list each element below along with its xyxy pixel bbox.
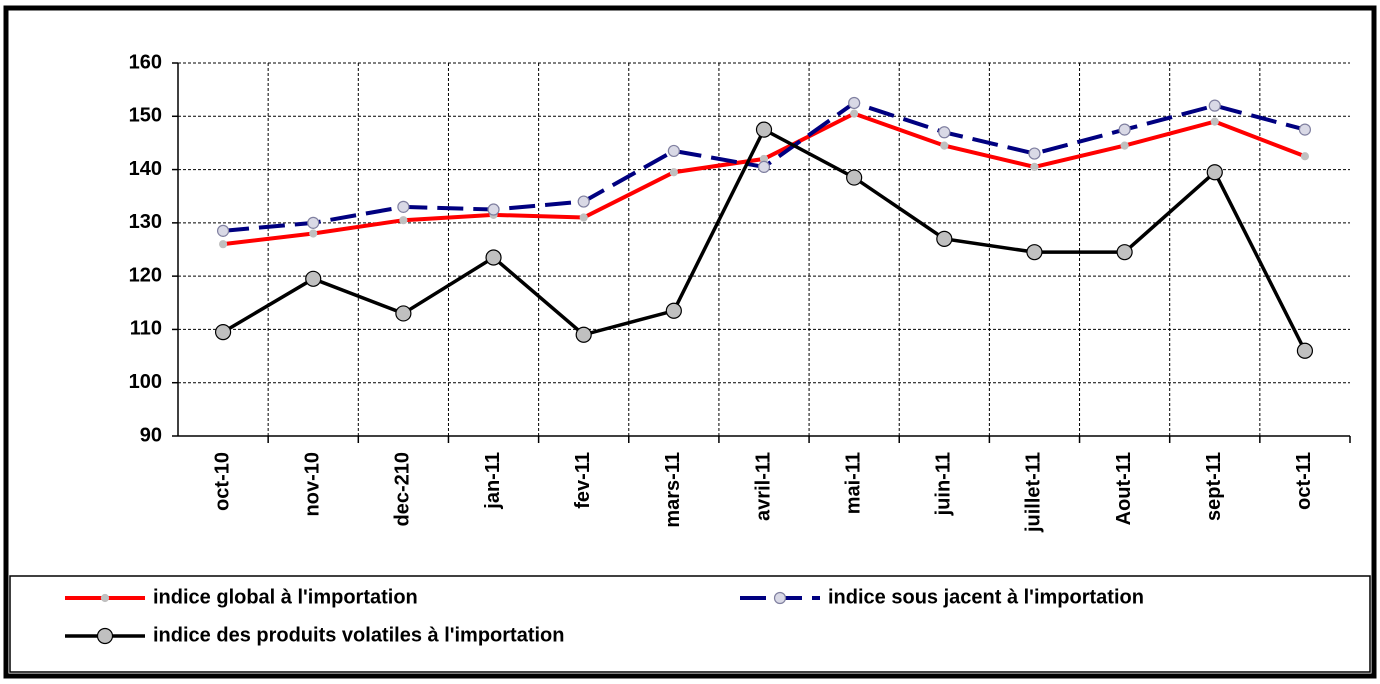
- marker: [575, 326, 592, 343]
- x-tick-label: juillet-11: [1023, 452, 1045, 533]
- marker: [307, 216, 320, 229]
- marker: [1300, 152, 1310, 161]
- legend-marker: [96, 627, 114, 645]
- marker: [1030, 162, 1039, 172]
- marker: [305, 270, 322, 287]
- x-tick-label: dec-210: [392, 452, 414, 527]
- marker: [1120, 141, 1129, 150]
- marker: [399, 216, 408, 225]
- marker: [936, 230, 953, 247]
- marker: [667, 144, 680, 158]
- marker: [1206, 164, 1223, 181]
- y-tick-label: 110: [130, 318, 162, 340]
- x-tick-label: mars-11: [662, 452, 684, 528]
- marker: [1296, 342, 1314, 359]
- y-tick-label: 100: [129, 371, 162, 393]
- x-tick-label: juin-11: [933, 452, 955, 516]
- marker: [1116, 244, 1133, 261]
- x-tick-label: oct-11: [1293, 452, 1315, 510]
- marker: [579, 213, 588, 222]
- x-tick-label: nov-10: [302, 452, 324, 516]
- marker: [309, 229, 318, 238]
- legend-label: indice global à l'importation: [153, 586, 418, 608]
- marker: [1028, 147, 1041, 160]
- y-tick-label: 120: [129, 264, 162, 286]
- marker: [218, 240, 228, 249]
- marker: [485, 249, 502, 266]
- y-tick-label: 150: [129, 105, 162, 127]
- marker: [397, 200, 410, 213]
- marker: [487, 203, 500, 216]
- marker: [850, 109, 859, 118]
- legend-marker: [773, 591, 787, 605]
- x-tick-label: avril-11: [752, 452, 774, 521]
- marker: [577, 195, 590, 208]
- x-tick-label: fev-11: [572, 452, 594, 509]
- marker: [846, 169, 863, 186]
- marker: [214, 323, 232, 341]
- y-tick-label: 90: [140, 424, 162, 446]
- y-tick-label: 140: [129, 158, 162, 180]
- marker: [669, 168, 678, 177]
- legend-marker: [100, 593, 110, 603]
- frame: [3, 5, 1377, 679]
- marker: [755, 121, 773, 138]
- marker: [848, 96, 861, 110]
- x-tick-label: jan-11: [482, 452, 504, 510]
- marker: [940, 141, 949, 150]
- marker: [1298, 123, 1312, 136]
- y-tick-label: 130: [129, 211, 162, 233]
- legend-label: indice sous jacent à l'importation: [828, 586, 1144, 608]
- marker: [395, 305, 412, 322]
- marker: [1026, 244, 1043, 261]
- y-tick-label: 160: [129, 51, 162, 73]
- marker: [938, 126, 951, 139]
- marker: [1208, 99, 1221, 112]
- x-tick-label: mai-11: [842, 452, 864, 514]
- marker: [665, 302, 682, 319]
- marker: [1210, 117, 1219, 126]
- legend-label: indice des produits volatiles à l'import…: [153, 624, 565, 646]
- x-tick-label: oct-10: [211, 452, 233, 511]
- marker: [1118, 123, 1131, 136]
- marker: [216, 224, 230, 237]
- legend-box: [9, 575, 1371, 673]
- x-tick-label: Aout-11: [1113, 452, 1135, 525]
- marker: [757, 160, 771, 174]
- x-tick-label: sept-11: [1203, 452, 1225, 521]
